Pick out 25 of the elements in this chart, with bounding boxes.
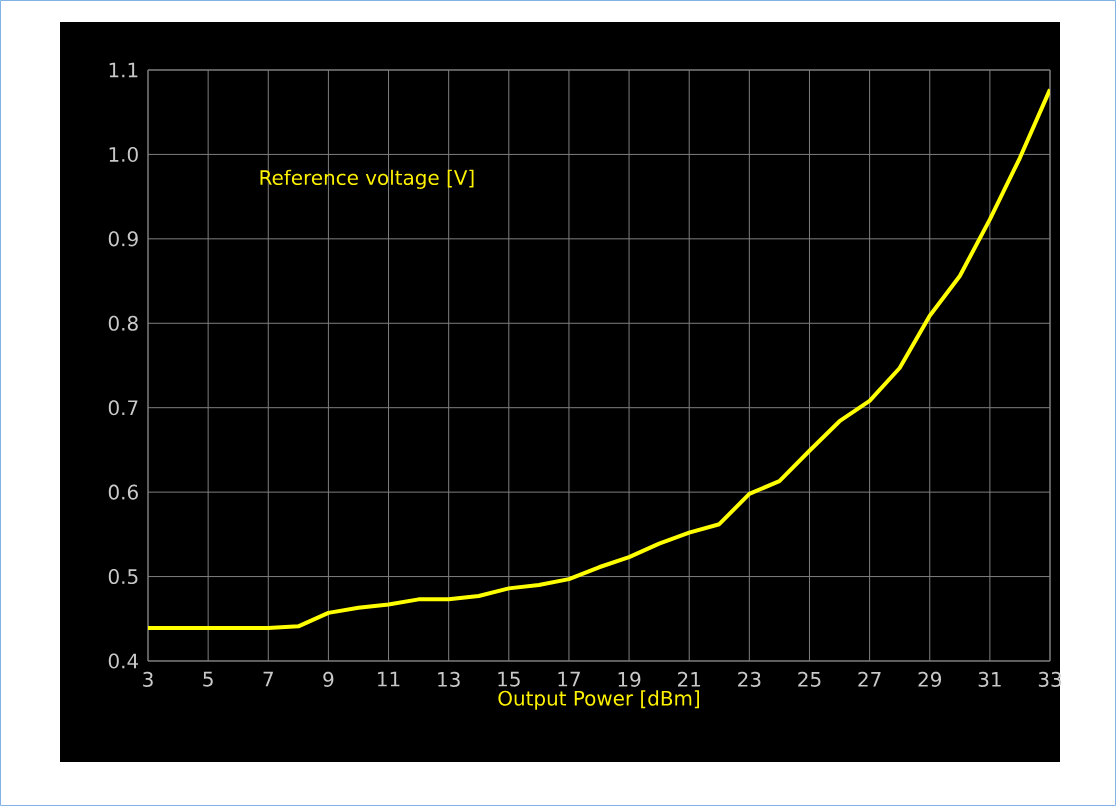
y-tick-label: 0.9 xyxy=(108,231,138,247)
annotation: Reference voltage [V] xyxy=(260,169,474,189)
y-tick-label: 0.8 xyxy=(108,315,138,331)
x-tick-label: 19 xyxy=(618,671,641,687)
x-tick-label: 11 xyxy=(378,671,400,687)
x-tick-label: 15 xyxy=(498,671,520,687)
y-tick-label: 0.7 xyxy=(108,400,138,416)
x-axis-title: Output Power [dBm] xyxy=(498,690,699,710)
x-tick-label: 21 xyxy=(677,671,701,687)
x-tick-label: 7 xyxy=(263,671,273,687)
x-tick-label: 17 xyxy=(558,671,580,687)
y-tick-label: 0.4 xyxy=(108,653,139,669)
y-tick-label: 0.6 xyxy=(108,484,138,500)
x-tick-label: 3 xyxy=(143,671,153,687)
x-tick-label: 31 xyxy=(978,671,1001,687)
y-tick-label: 1.1 xyxy=(109,62,138,78)
x-tick-label: 5 xyxy=(203,671,213,687)
x-tick-label: 29 xyxy=(918,671,942,687)
y-tick-label: 1.0 xyxy=(109,146,138,162)
y-tick-label: 0.5 xyxy=(108,569,138,585)
x-tick-label: 27 xyxy=(858,671,881,687)
x-tick-label: 9 xyxy=(323,671,334,687)
x-tick-label: 13 xyxy=(438,671,460,687)
x-tick-label: 23 xyxy=(738,671,761,687)
x-tick-label: 25 xyxy=(798,671,821,687)
